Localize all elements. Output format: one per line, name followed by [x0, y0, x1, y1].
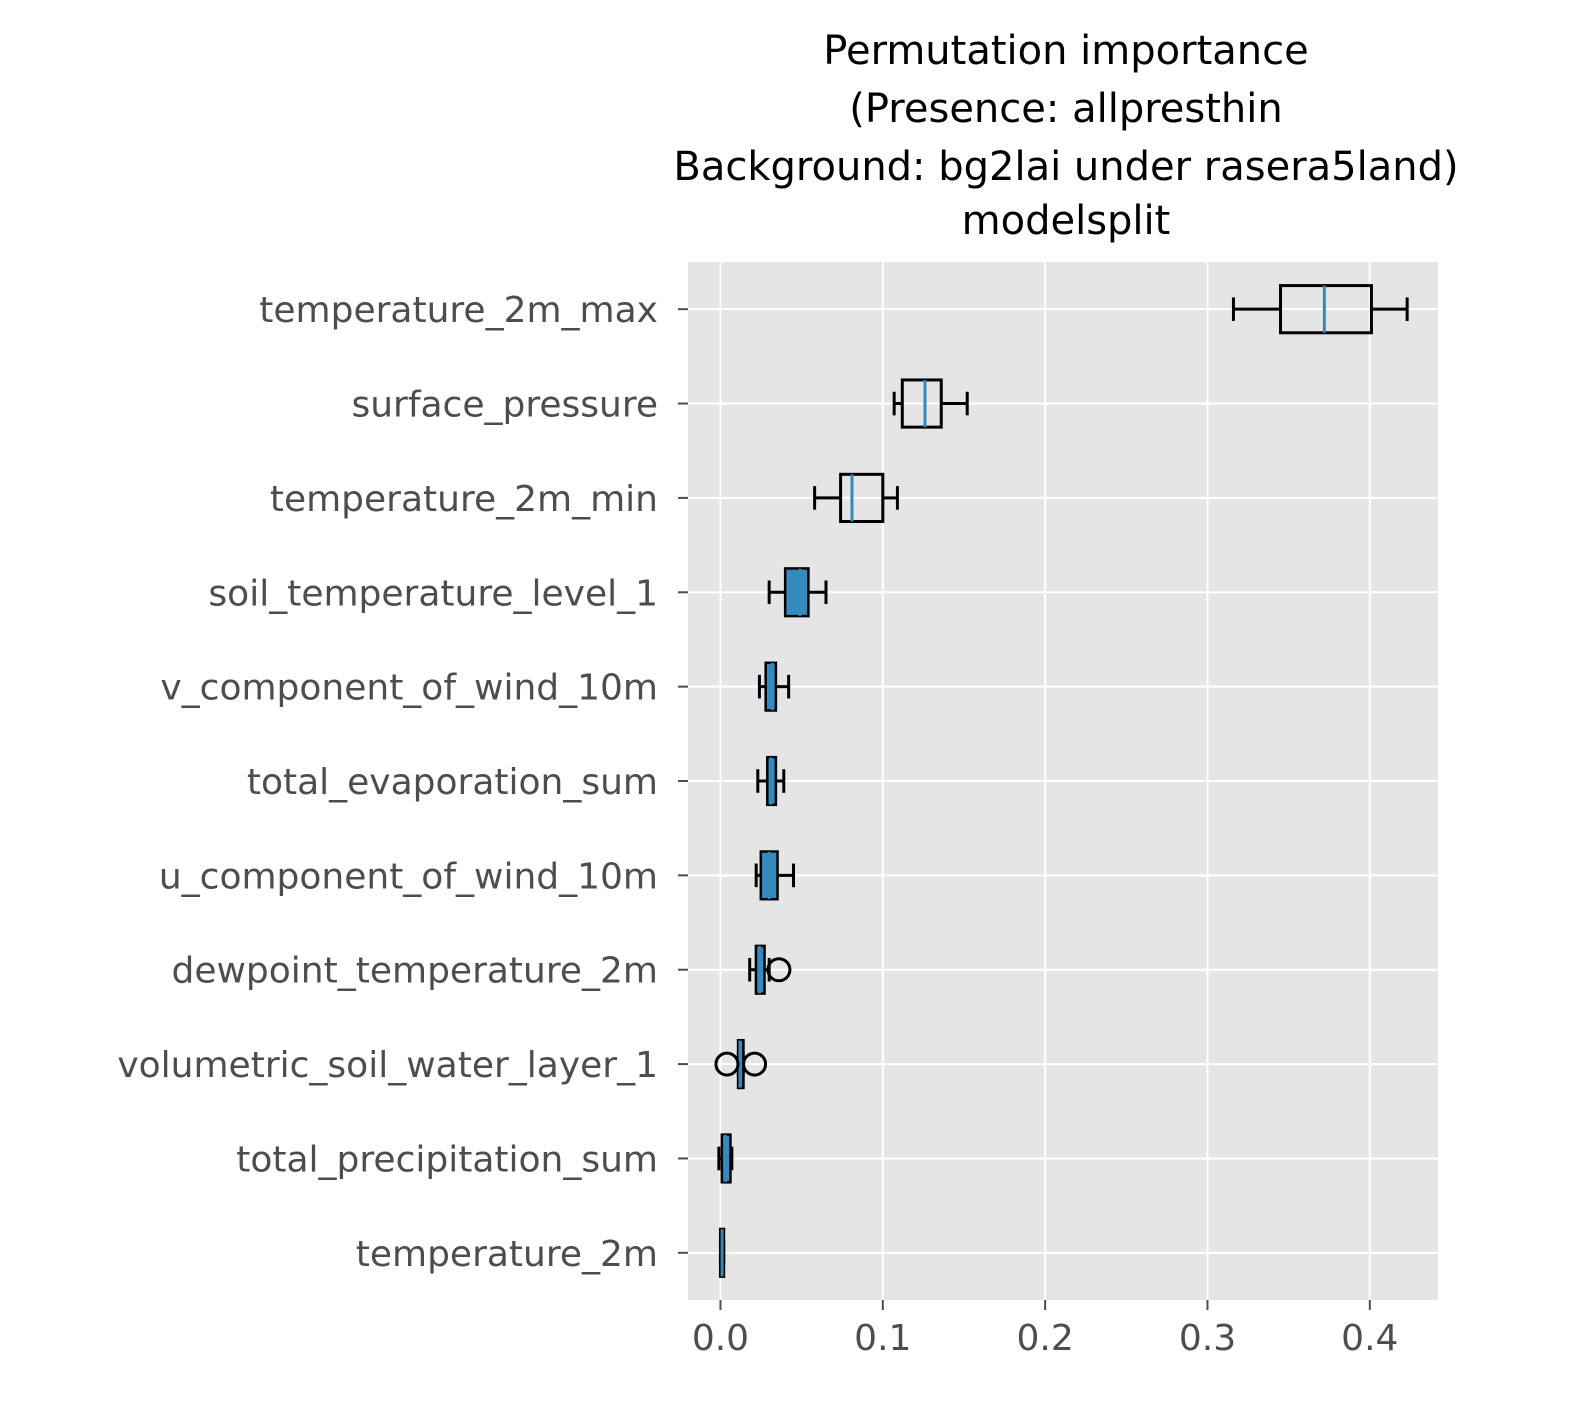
- box-4: [757, 661, 791, 712]
- x-tick-label-3: 0.3: [1179, 1318, 1236, 1359]
- box-2: [813, 472, 899, 523]
- box-rect-2: [839, 472, 885, 523]
- y-tick-label-9: total_precipitation_sum: [236, 1139, 658, 1180]
- y-axis: temperature_2m_max surface_pressuretemper…: [117, 290, 688, 1275]
- box-series: [714, 284, 1409, 1278]
- x-axis: 0.0 0.1 0.2 0.3 0.4: [692, 1300, 1398, 1359]
- x-tick-label-4: 0.4: [1341, 1318, 1398, 1359]
- y-tick-label-4: v_component_of_wind_10m: [160, 668, 658, 709]
- y-tick-label-1: surface_pressure: [351, 385, 658, 426]
- flier-7-0: [766, 957, 792, 983]
- y-tick-label-6: u_component_of_wind_10m: [159, 856, 658, 897]
- box-7: [748, 944, 792, 995]
- x-tick-label-2: 0.2: [1017, 1318, 1074, 1359]
- box-8: [714, 1039, 768, 1090]
- box-fill-3: [784, 567, 810, 617]
- box-0: [1231, 284, 1409, 335]
- y-tick-label-5: total_evaporation_sum: [247, 762, 658, 803]
- y-tick-label-7: dewpoint_temperature_2m: [171, 951, 658, 992]
- box-fill-4: [764, 662, 777, 712]
- box-6: [754, 850, 796, 901]
- box-rect-0: [1279, 284, 1373, 335]
- chart-title-line-1: Permutation importance: [823, 28, 1308, 74]
- y-tick-label-10: temperature_2m: [356, 1234, 658, 1275]
- box-5: [756, 755, 786, 807]
- box-10: [718, 1227, 726, 1278]
- y-tick-label-3: soil_temperature_level_1: [208, 573, 658, 614]
- flier-8-0: [714, 1051, 740, 1077]
- x-tick-label-1: 0.1: [854, 1318, 911, 1359]
- chart-title-line-4: modelsplit: [962, 198, 1171, 244]
- box-rect-1: [900, 378, 943, 429]
- chart-title: Permutation importance (Presence: allpre…: [673, 28, 1458, 244]
- chart-title-line-2: (Presence: allpresthin: [849, 86, 1282, 132]
- y-tick-label-8: volumetric_soil_water_layer_1: [117, 1045, 658, 1086]
- box-9: [717, 1133, 734, 1184]
- chart-title-line-3: Background: bg2lai under rasera5land): [673, 144, 1458, 190]
- y-tick-label-2: temperature_2m_min: [270, 479, 658, 520]
- y-tick-label-0: temperature_2m_max: [259, 290, 658, 331]
- flier-8-1: [742, 1051, 768, 1077]
- x-tick-label-0: 0.0: [692, 1318, 749, 1359]
- box-3: [767, 567, 828, 618]
- box-1: [892, 378, 969, 429]
